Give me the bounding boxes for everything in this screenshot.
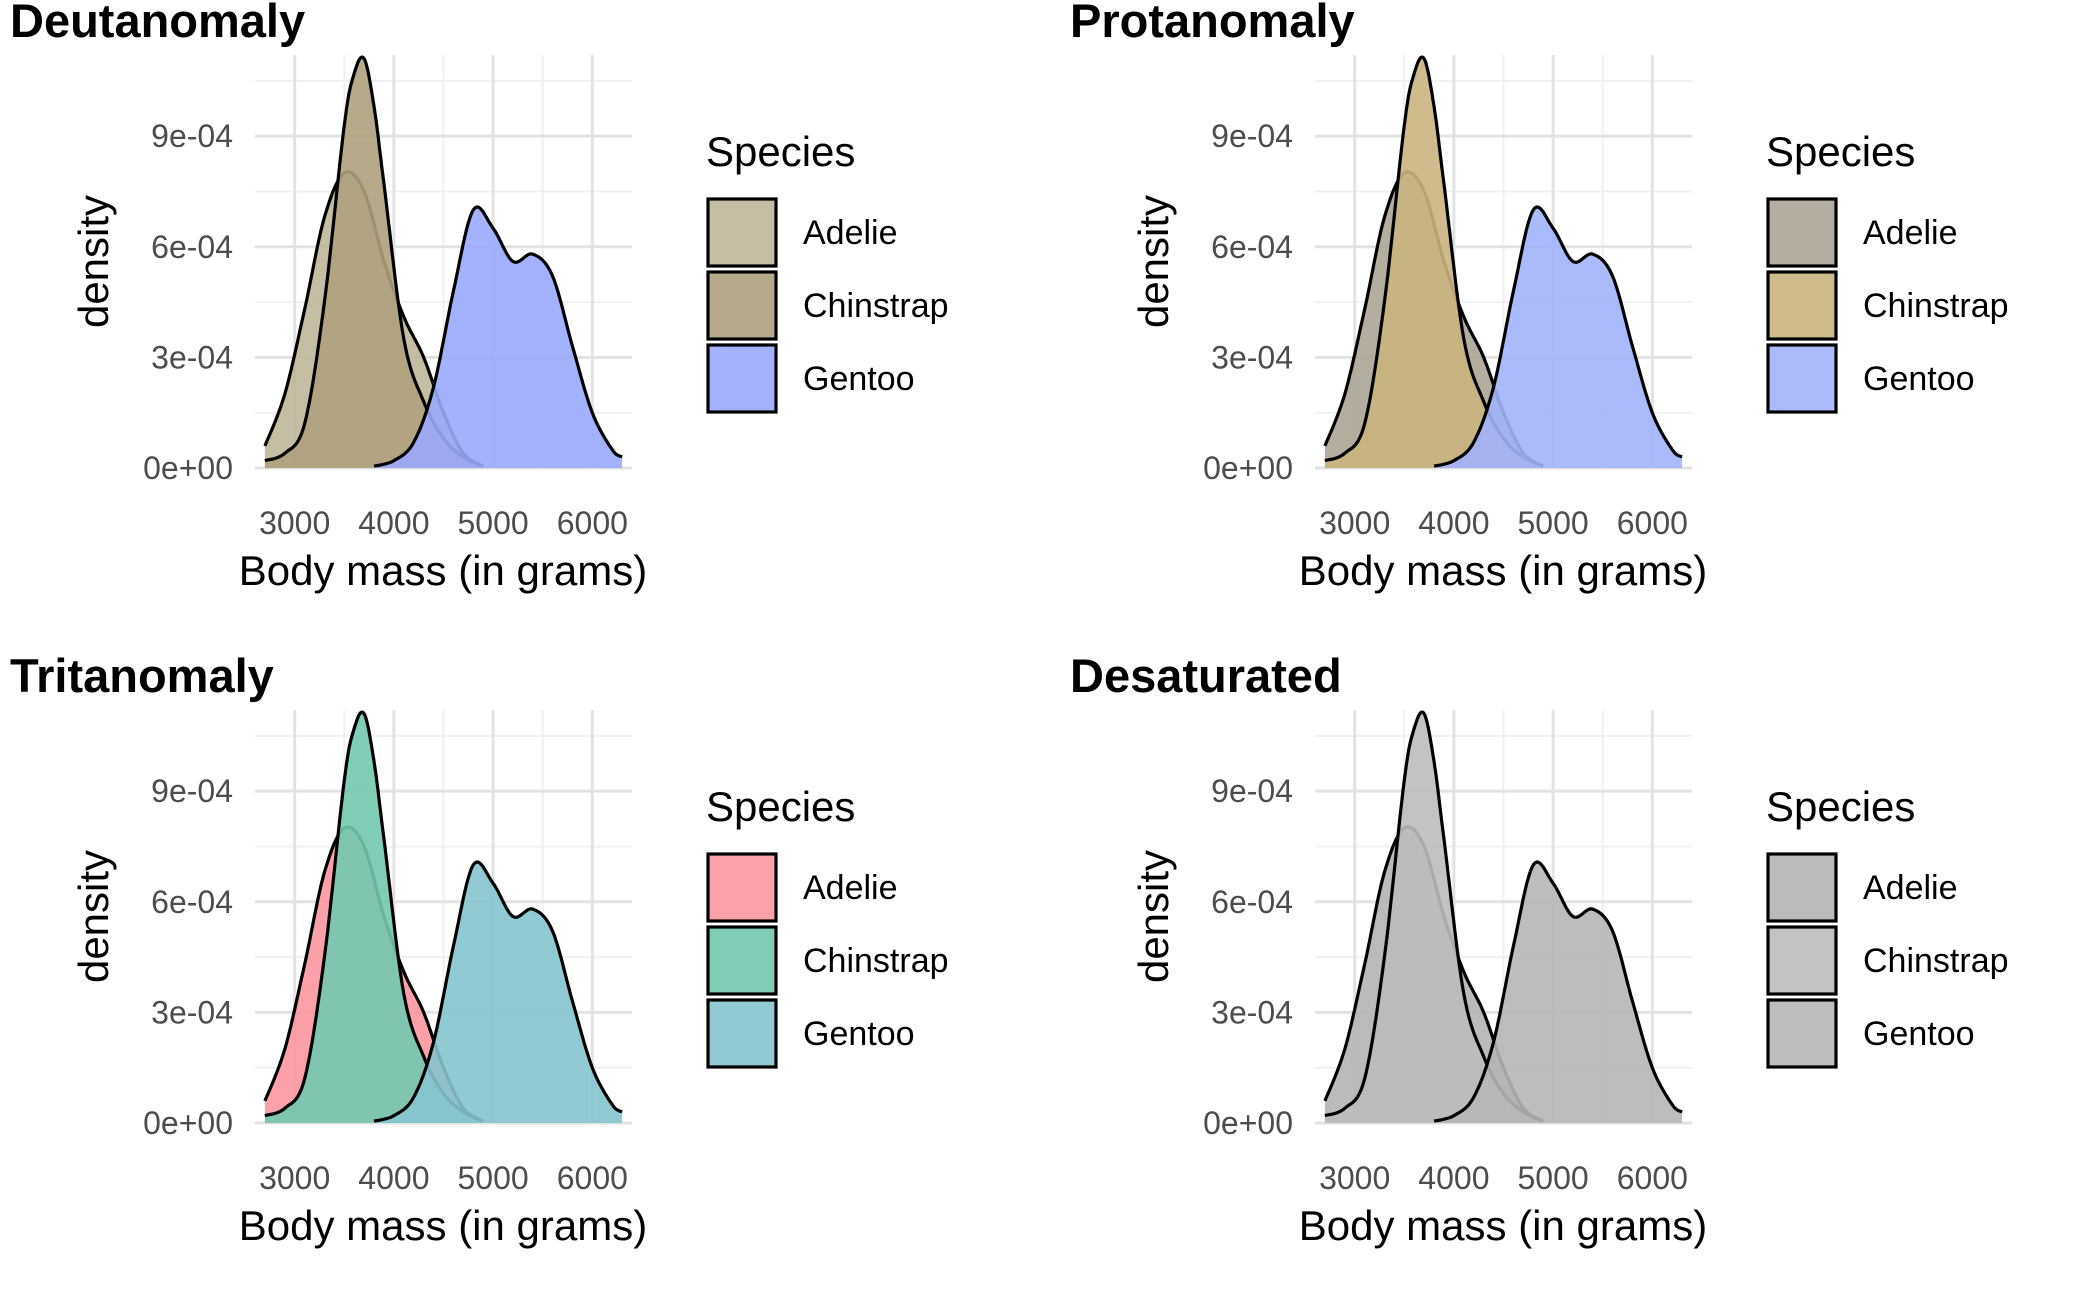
x-axis-title: Body mass (in grams) [239, 1202, 647, 1249]
y-axis-title: density [70, 195, 117, 328]
chart-title: Desaturated [1070, 649, 1342, 702]
legend-label-chinstrap: Chinstrap [803, 942, 949, 980]
y-tick-label: 6e-04 [151, 229, 233, 265]
legend-key-chinstrap [706, 925, 778, 996]
x-axis-title: Body mass (in grams) [1299, 1202, 1707, 1249]
legend-key-chinstrap [1766, 925, 1838, 996]
legend-label-gentoo: Gentoo [803, 360, 915, 398]
legend-label-adelie: Adelie [803, 869, 898, 907]
y-tick-label: 9e-04 [1211, 118, 1293, 154]
legend-title: Species [706, 128, 855, 175]
legend-key-chinstrap [1766, 270, 1838, 341]
density-areas [1323, 710, 1684, 1123]
legend-key-gentoo [1766, 998, 1838, 1069]
density-areas [263, 710, 624, 1123]
y-tick-label: 3e-04 [1211, 339, 1293, 375]
legend-key-adelie [706, 852, 778, 923]
density-areas [263, 55, 624, 469]
x-tick-label: 5000 [1518, 505, 1589, 541]
y-tick-label: 9e-04 [1211, 773, 1293, 809]
x-tick-label: 4000 [358, 1160, 429, 1196]
density-fill-chinstrap [264, 57, 484, 468]
chart-title: Deutanomaly [10, 0, 305, 47]
x-tick-label: 3000 [1319, 1160, 1390, 1196]
chart-panel-protanomaly: Protanomaly 0e+00 3e-04 6e-04 9e-04 3000 4000 5… [1070, 0, 2009, 594]
density-line-gentoo [1433, 860, 1684, 1123]
x-tick-label: 3000 [1319, 505, 1390, 541]
y-axis-title: density [1130, 850, 1177, 983]
y-axis-title: density [70, 850, 117, 983]
legend-key-adelie [1766, 197, 1838, 268]
legend-label-gentoo: Gentoo [803, 1015, 915, 1053]
density-line-gentoo [373, 205, 624, 468]
chart-panel-deutanomaly: Deutanomaly 0e+00 3e-04 6e-04 9e-04 3000 4000 5… [10, 0, 949, 594]
y-tick-label: 9e-04 [151, 773, 233, 809]
x-tick-label: 5000 [458, 505, 529, 541]
legend-label-adelie: Adelie [803, 214, 898, 252]
legend: Species Adelie Chinstrap Gentoo [706, 783, 949, 1069]
x-tick-label: 3000 [259, 1160, 330, 1196]
legend-label-chinstrap: Chinstrap [1863, 287, 2009, 325]
x-tick-label: 4000 [358, 505, 429, 541]
legend-label-adelie: Adelie [1863, 214, 1958, 252]
legend-key-gentoo [706, 998, 778, 1069]
legend-title: Species [1766, 128, 1915, 175]
x-tick-label: 3000 [259, 505, 330, 541]
x-tick-label: 4000 [1418, 1160, 1489, 1196]
x-tick-label: 4000 [1418, 505, 1489, 541]
legend: Species Adelie Chinstrap Gentoo [706, 128, 949, 414]
y-tick-label: 0e+00 [143, 450, 233, 486]
x-axis-title: Body mass (in grams) [1299, 547, 1707, 594]
x-tick-label: 5000 [458, 1160, 529, 1196]
legend-label-gentoo: Gentoo [1863, 1015, 1975, 1053]
legend-key-adelie [1766, 852, 1838, 923]
legend-label-chinstrap: Chinstrap [1863, 942, 2009, 980]
density-line-gentoo [373, 860, 624, 1123]
legend-key-gentoo [706, 343, 778, 414]
y-tick-label: 3e-04 [151, 994, 233, 1030]
chart-panel-desaturated: Desaturated 0e+00 3e-04 6e-04 9e-04 3000 4000 5… [1070, 649, 2009, 1249]
legend: Species Adelie Chinstrap Gentoo [1766, 783, 2009, 1069]
density-line-gentoo [1433, 205, 1684, 468]
chart-title: Protanomaly [1070, 0, 1355, 47]
density-fill-gentoo [1434, 207, 1683, 468]
legend-key-chinstrap [706, 270, 778, 341]
x-tick-label: 5000 [1518, 1160, 1589, 1196]
legend-label-chinstrap: Chinstrap [803, 287, 949, 325]
x-tick-label: 6000 [1617, 1160, 1688, 1196]
legend-label-gentoo: Gentoo [1863, 360, 1975, 398]
y-tick-label: 0e+00 [1203, 1105, 1293, 1141]
y-tick-label: 3e-04 [151, 339, 233, 375]
y-tick-label: 6e-04 [1211, 229, 1293, 265]
x-tick-label: 6000 [557, 1160, 628, 1196]
y-tick-label: 0e+00 [143, 1105, 233, 1141]
density-fill-chinstrap [1324, 57, 1544, 468]
density-fill-gentoo [374, 207, 623, 468]
y-tick-label: 9e-04 [151, 118, 233, 154]
legend: Species Adelie Chinstrap Gentoo [1766, 128, 2009, 414]
x-tick-label: 6000 [557, 505, 628, 541]
y-tick-label: 0e+00 [1203, 450, 1293, 486]
density-areas [1323, 55, 1684, 469]
y-axis-title: density [1130, 195, 1177, 328]
y-tick-label: 6e-04 [1211, 884, 1293, 920]
density-fill-gentoo [1434, 862, 1683, 1123]
x-axis-title: Body mass (in grams) [239, 547, 647, 594]
chart-title: Tritanomaly [10, 649, 274, 702]
y-tick-label: 6e-04 [151, 884, 233, 920]
density-fill-gentoo [374, 862, 623, 1123]
y-tick-label: 3e-04 [1211, 994, 1293, 1030]
legend-label-adelie: Adelie [1863, 869, 1958, 907]
legend-key-gentoo [1766, 343, 1838, 414]
density-fill-chinstrap [264, 712, 484, 1123]
density-fill-chinstrap [1324, 712, 1544, 1123]
chart-panel-tritanomaly: Tritanomaly 0e+00 3e-04 6e-04 9e-04 3000 4000 5… [10, 649, 949, 1249]
x-tick-label: 6000 [1617, 505, 1688, 541]
legend-key-adelie [706, 197, 778, 268]
legend-title: Species [706, 783, 855, 830]
legend-title: Species [1766, 783, 1915, 830]
